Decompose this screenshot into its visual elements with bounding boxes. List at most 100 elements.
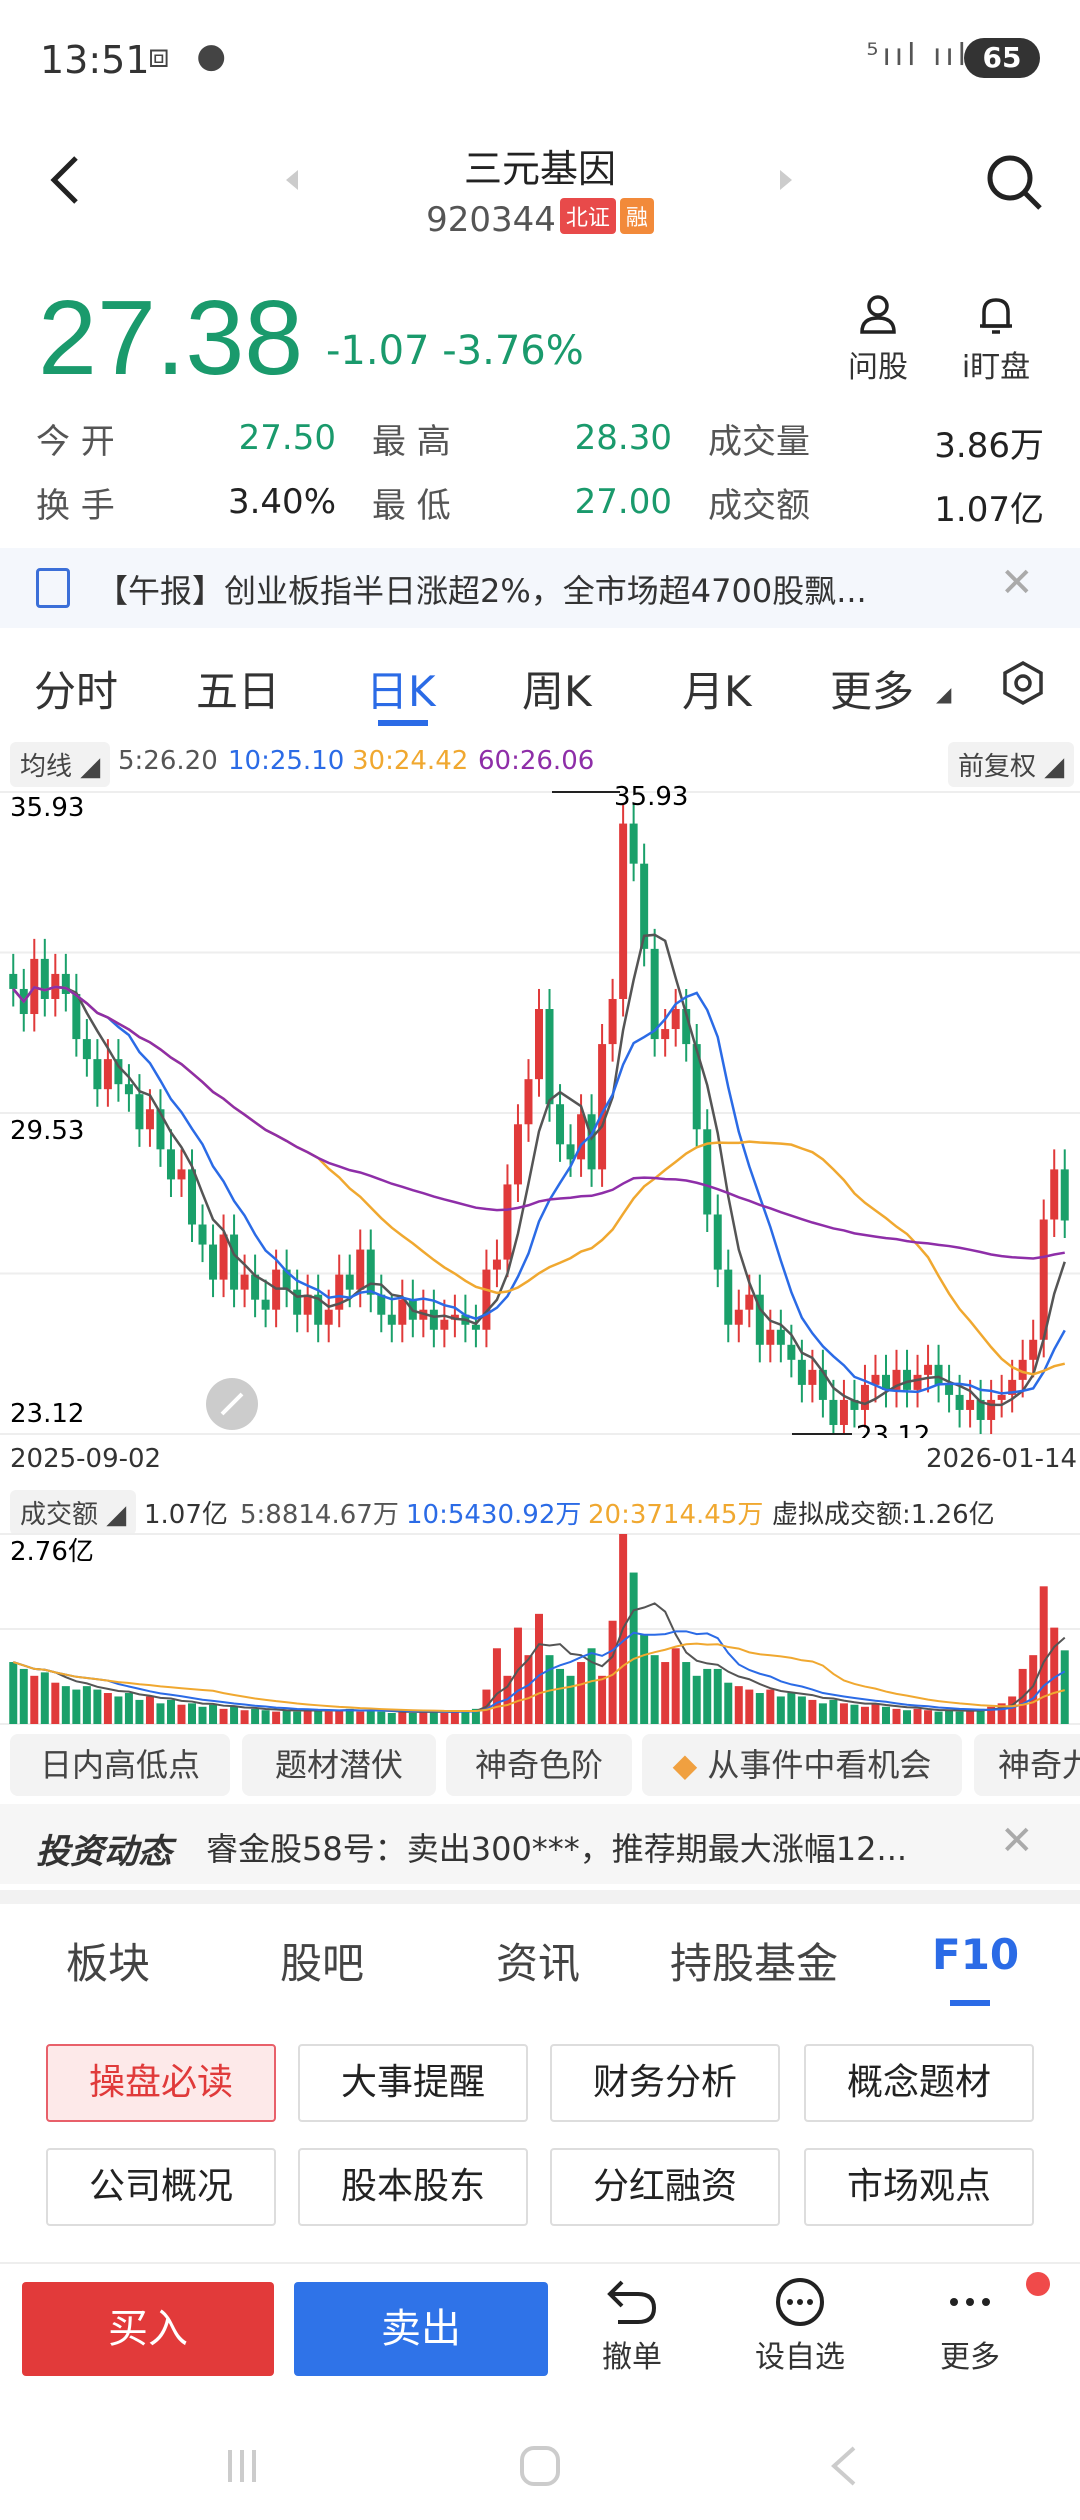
close-icon[interactable]: ✕ xyxy=(1000,560,1034,606)
feature-intraday-hl[interactable]: 日内高低点 xyxy=(10,1734,230,1796)
undo-button[interactable]: 撤单 xyxy=(572,2276,692,2376)
watch-button[interactable]: i盯盘 xyxy=(950,292,1042,386)
tab-more[interactable]: 更多 xyxy=(830,667,915,716)
candlestick-chart[interactable]: 35.93 23.12 35.93 29.53 23.12 xyxy=(0,782,1080,1438)
volume-bar xyxy=(1050,1627,1059,1724)
candle xyxy=(387,1314,396,1325)
tab-funds[interactable]: 持股基金 xyxy=(670,1939,839,1988)
notification-dot xyxy=(1026,2272,1050,2296)
tab-sector[interactable]: 板块 xyxy=(66,1939,151,1988)
grid-financial[interactable]: 财务分析 xyxy=(550,2044,780,2122)
candle xyxy=(619,823,628,999)
volume-selector[interactable]: 成交额 ◢ xyxy=(10,1490,137,1535)
recent-apps-icon[interactable] xyxy=(218,2442,266,2490)
volume-bar xyxy=(945,1710,954,1724)
grid-dividend[interactable]: 分红融资 xyxy=(550,2148,780,2226)
news-text[interactable]: 【午报】创业板指半日涨超2%，全市场超4700股飘... xyxy=(96,572,867,610)
candle xyxy=(324,1309,333,1325)
news-ticker[interactable]: 【午报】创业板指半日涨超2%，全市场超4700股飘... ✕ xyxy=(0,548,1080,628)
feature-theme[interactable]: 题材潜伏 xyxy=(242,1734,436,1796)
tab-five-day[interactable]: 五日 xyxy=(196,667,281,716)
volume-bar xyxy=(450,1711,459,1724)
volume-bar xyxy=(335,1710,344,1724)
status-time: 13:51 xyxy=(40,38,150,82)
candle xyxy=(713,1214,722,1270)
next-stock-icon[interactable] xyxy=(780,170,792,190)
volume-bar xyxy=(156,1703,165,1724)
more-button[interactable]: 更多 xyxy=(910,2276,1030,2376)
volume-bar xyxy=(366,1710,375,1724)
ask-person-icon xyxy=(860,295,896,334)
tab-monthly-k[interactable]: 月K xyxy=(682,667,752,716)
candle xyxy=(524,1079,533,1125)
volume-bar xyxy=(524,1655,533,1724)
back-nav-icon[interactable] xyxy=(820,2442,868,2490)
grid-opinion[interactable]: 市场观点 xyxy=(804,2148,1034,2226)
ask-stock-button[interactable]: 问股 xyxy=(838,292,918,386)
tab-daily-k[interactable]: 日K xyxy=(366,667,436,716)
tab-f10[interactable]: F10 xyxy=(932,1930,1020,1979)
volume-bar xyxy=(734,1686,743,1724)
search-icon[interactable] xyxy=(982,150,1046,214)
volume-bar xyxy=(219,1708,228,1724)
candle xyxy=(987,1399,996,1420)
home-icon[interactable] xyxy=(516,2442,564,2490)
more-caret-icon: ◢ xyxy=(936,682,952,706)
ma-selector[interactable]: 均线 ◢ xyxy=(10,742,111,787)
tab-forum[interactable]: 股吧 xyxy=(280,1939,365,1988)
volume-bar xyxy=(72,1689,81,1724)
feature-nine[interactable]: 神奇九 xyxy=(974,1734,1080,1796)
invest-ticker[interactable]: 投资动态 睿金股58号：卖出300***，推荐期最大涨幅12... ✕ xyxy=(0,1804,1080,1884)
volume-bar xyxy=(713,1668,722,1724)
volume-bar xyxy=(324,1711,333,1724)
candle xyxy=(945,1384,954,1395)
ask-stock-label: 问股 xyxy=(848,350,908,385)
volume-bar xyxy=(377,1711,386,1724)
invest-text[interactable]: 睿金股58号：卖出300***，推荐期最大涨幅12... xyxy=(206,1830,908,1868)
candle xyxy=(839,1399,848,1425)
stock-code-row: 920344 北证融 xyxy=(0,198,1080,240)
feature-event[interactable]: ◆ 从事件中看机会 xyxy=(642,1734,962,1796)
stat-label-low: 最 低 xyxy=(372,486,451,526)
tab-weekly-k[interactable]: 周K xyxy=(522,667,592,716)
prev-stock-icon[interactable] xyxy=(286,170,298,190)
settings-icon[interactable] xyxy=(1000,660,1046,706)
grid-events[interactable]: 大事提醒 xyxy=(298,2044,528,2122)
back-arrow-icon[interactable] xyxy=(38,150,98,210)
volume-bar xyxy=(587,1648,596,1724)
low-marker-label: 23.12 xyxy=(856,1421,930,1438)
grid-operation-guide[interactable]: 操盘必读 xyxy=(46,2044,276,2122)
volume-bar xyxy=(608,1620,617,1724)
candle xyxy=(1018,1359,1027,1380)
candle xyxy=(860,1384,869,1410)
volume-chart[interactable]: 2.76亿 xyxy=(0,1530,1080,1726)
buy-button[interactable]: 买入 xyxy=(22,2282,274,2376)
volume-bars xyxy=(9,1534,1069,1724)
volume-bar xyxy=(934,1711,943,1724)
candle xyxy=(566,1144,575,1160)
feature-color-scale[interactable]: 神奇色阶 xyxy=(446,1734,632,1796)
price-change: -1.07 -3.76% xyxy=(326,328,584,374)
adjust-selector[interactable]: 前复权 ◢ xyxy=(948,742,1075,787)
stat-label-amount: 成交额 xyxy=(708,486,810,526)
candle xyxy=(103,1059,112,1090)
grid-concepts[interactable]: 概念题材 xyxy=(804,2044,1034,2122)
candle xyxy=(450,1314,459,1320)
candle xyxy=(1029,1339,1038,1360)
candle xyxy=(440,1319,449,1330)
change-amount: -1.07 xyxy=(326,328,430,374)
grid-company[interactable]: 公司概况 xyxy=(46,2148,276,2226)
volume-bar xyxy=(661,1662,670,1724)
volume-bar xyxy=(881,1706,890,1724)
y-label-mid: 29.53 xyxy=(10,1116,84,1146)
volume-ma10-line xyxy=(12,1630,1066,1713)
add-watchlist-button[interactable]: 设自选 xyxy=(740,2276,860,2376)
stat-value-open: 27.50 xyxy=(238,418,336,458)
candle xyxy=(114,1059,123,1085)
candle xyxy=(282,1269,291,1290)
tab-news[interactable]: 资讯 xyxy=(496,1939,581,1988)
grid-shareholders[interactable]: 股本股东 xyxy=(298,2148,528,2226)
sell-button[interactable]: 卖出 xyxy=(294,2282,548,2376)
tab-intraday[interactable]: 分时 xyxy=(34,667,119,716)
close-invest-icon[interactable]: ✕ xyxy=(1000,1818,1034,1864)
